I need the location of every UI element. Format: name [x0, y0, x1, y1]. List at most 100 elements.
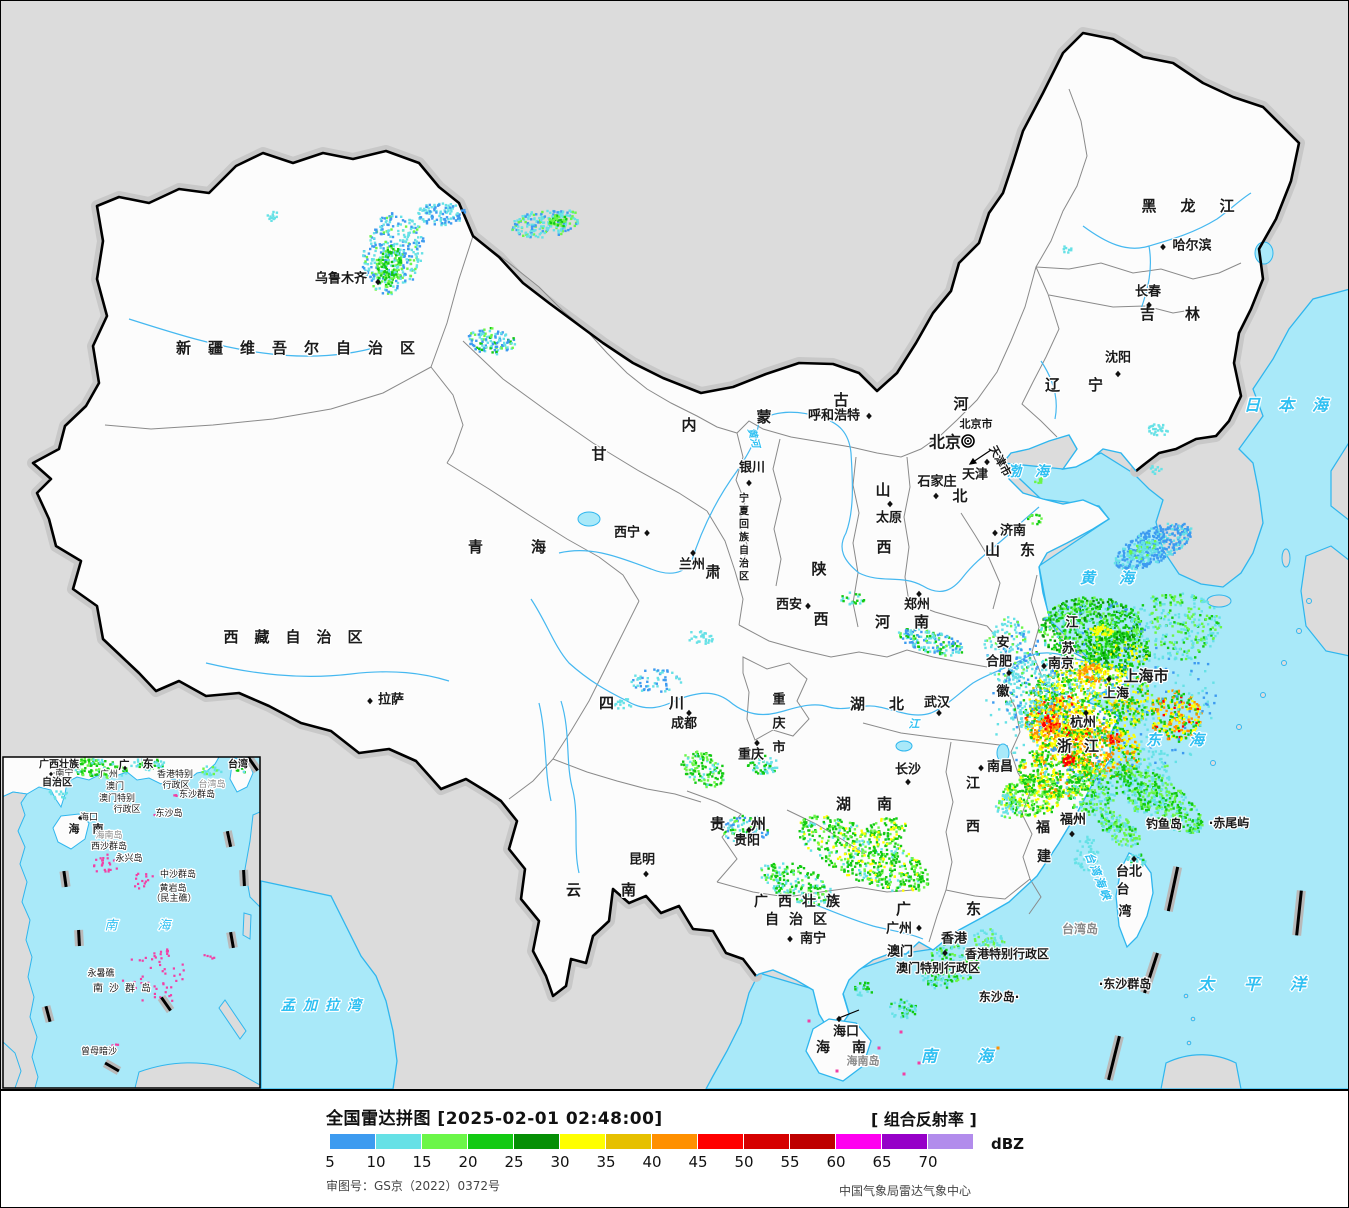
radar-echo	[513, 226, 516, 229]
radar-echo	[1184, 636, 1187, 640]
radar-echo	[513, 343, 517, 346]
radar-echo	[458, 219, 461, 222]
radar-echo	[1030, 674, 1033, 678]
radar-echo	[474, 347, 477, 351]
radar-echo	[960, 646, 964, 649]
radar-echo	[1051, 687, 1054, 690]
radar-echo	[905, 631, 908, 634]
radar-echo	[402, 233, 406, 237]
radar-echo	[1180, 628, 1183, 631]
radar-echo	[1034, 711, 1037, 714]
radar-echo	[1145, 641, 1148, 644]
radar-echo	[1125, 567, 1129, 570]
radar-echo	[1043, 632, 1047, 635]
radar-echo	[1162, 540, 1165, 543]
radar-echo	[917, 641, 920, 644]
radar-echo	[528, 214, 531, 217]
radar-echo	[1022, 638, 1025, 642]
radar-echo	[1013, 708, 1017, 711]
radar-echo	[1113, 610, 1116, 613]
radar-echo	[1043, 624, 1047, 627]
radar-echo	[1148, 541, 1151, 544]
radar-echo	[1090, 736, 1094, 739]
radar-echo	[1065, 724, 1068, 727]
radar-echo	[1190, 717, 1193, 720]
radar-echo	[1156, 532, 1159, 535]
radar-echo	[1163, 642, 1166, 646]
radar-echo	[1024, 726, 1028, 730]
radar-echo	[1093, 646, 1096, 650]
radar-echo	[1129, 745, 1132, 748]
radar-echo	[1073, 599, 1076, 602]
radar-echo	[1172, 696, 1175, 699]
radar-echo	[1201, 639, 1204, 642]
radar-echo	[380, 258, 383, 261]
radar-echo	[1112, 605, 1115, 608]
radar-echo	[1160, 643, 1163, 647]
radar-echo	[1182, 531, 1185, 534]
radar-echo	[1204, 636, 1208, 639]
radar-echo	[1120, 758, 1123, 761]
radar-echo	[1049, 611, 1052, 614]
radar-echo	[1062, 677, 1065, 680]
radar-echo	[1164, 535, 1167, 538]
radar-echo	[1076, 734, 1079, 737]
radar-echo	[1095, 638, 1099, 641]
radar-echo	[1101, 601, 1105, 604]
radar-echo	[1034, 660, 1037, 663]
radar-echo	[899, 636, 902, 639]
radar-echo	[1074, 631, 1077, 634]
radar-echo	[1069, 740, 1072, 744]
radar-echo	[1036, 685, 1040, 688]
radar-echo	[1131, 654, 1134, 657]
radar-echo	[1052, 629, 1055, 633]
radar-echo	[1105, 721, 1109, 725]
radar-echo	[1180, 599, 1183, 602]
radar-echo	[1180, 716, 1184, 720]
radar-echo	[1126, 730, 1129, 734]
radar-echo	[1134, 620, 1138, 623]
radar-echo	[1099, 735, 1102, 738]
radar-echo	[1063, 722, 1067, 726]
radar-echo	[1035, 712, 1039, 716]
radar-echo	[493, 341, 496, 344]
radar-echo	[1057, 709, 1060, 712]
radar-echo	[379, 232, 382, 235]
radar-echo	[1089, 613, 1092, 616]
radar-echo	[1136, 701, 1139, 704]
radar-echo	[1129, 565, 1132, 568]
radar-echo	[1173, 646, 1177, 649]
radar-echo	[1080, 649, 1083, 653]
radar-echo	[382, 232, 385, 235]
radar-echo	[1101, 654, 1104, 657]
radar-echo	[1043, 707, 1046, 710]
radar-echo	[1069, 640, 1073, 643]
radar-echo	[934, 640, 938, 643]
radar-echo	[1121, 641, 1124, 644]
radar-echo	[1081, 713, 1084, 716]
radar-echo	[553, 215, 557, 218]
radar-echo	[1042, 734, 1045, 738]
radar-echo	[1077, 608, 1080, 611]
radar-echo	[1051, 635, 1054, 639]
radar-echo	[1095, 648, 1098, 652]
radar-echo	[909, 629, 912, 632]
radar-echo	[1086, 599, 1089, 603]
radar-echo	[1023, 652, 1026, 655]
radar-echo	[268, 217, 271, 221]
radar-echo	[1160, 553, 1164, 556]
radar-echo	[1129, 552, 1132, 555]
radar-echo	[1095, 652, 1098, 656]
radar-echo	[1116, 562, 1120, 565]
radar-echo	[449, 212, 452, 215]
radar-echo	[1116, 630, 1119, 633]
radar-echo	[1105, 621, 1108, 624]
radar-echo	[1142, 563, 1146, 566]
radar-echo	[1033, 718, 1036, 721]
radar-echo	[561, 210, 565, 213]
radar-echo	[382, 243, 386, 246]
radar-echo	[1015, 667, 1018, 671]
radar-echo	[385, 216, 389, 220]
radar-echo	[1117, 680, 1121, 683]
radar-echo	[1109, 683, 1112, 687]
